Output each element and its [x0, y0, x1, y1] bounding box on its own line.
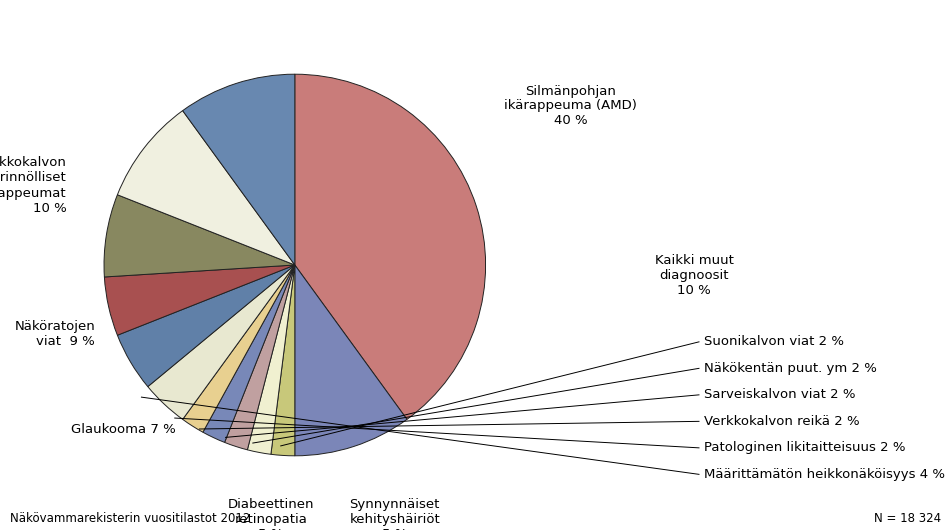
Wedge shape	[147, 265, 295, 419]
Wedge shape	[117, 111, 295, 265]
Text: Näköratojen
viat  9 %: Näköratojen viat 9 %	[14, 320, 95, 348]
Text: Määrittämätön heikkonäköisyys 4 %: Määrittämätön heikkonäköisyys 4 %	[704, 468, 944, 481]
Text: Glaukooma 7 %: Glaukooma 7 %	[71, 423, 176, 436]
Wedge shape	[183, 265, 295, 432]
Wedge shape	[105, 265, 295, 335]
Text: Näkökentän puut. ym 2 %: Näkökentän puut. ym 2 %	[704, 362, 877, 375]
Text: Silmänpohjan
ikärappeuma (AMD)
40 %: Silmänpohjan ikärappeuma (AMD) 40 %	[504, 84, 637, 128]
Wedge shape	[295, 74, 486, 419]
Wedge shape	[104, 195, 295, 277]
Text: Verkkokalvon
perinnölliset
rappeumat
10 %: Verkkokalvon perinnölliset rappeumat 10 …	[0, 156, 67, 215]
Wedge shape	[247, 265, 295, 454]
Text: Synnynnäiset
kehityshäiriöt
5 %: Synnynnäiset kehityshäiriöt 5 %	[349, 498, 440, 530]
Text: Kaikki muut
diagnoosit
10 %: Kaikki muut diagnoosit 10 %	[655, 254, 733, 297]
Text: Diabeettinen
retinopatia
5 %: Diabeettinen retinopatia 5 %	[228, 498, 314, 530]
Wedge shape	[271, 265, 295, 456]
Wedge shape	[117, 265, 295, 386]
Wedge shape	[183, 74, 295, 265]
Text: Patologinen likitaitteisuus 2 %: Patologinen likitaitteisuus 2 %	[704, 441, 905, 454]
Text: N = 18 324: N = 18 324	[874, 511, 941, 525]
Wedge shape	[295, 265, 407, 456]
Wedge shape	[203, 265, 295, 443]
Wedge shape	[224, 265, 295, 450]
Text: Sarveiskalvon viat 2 %: Sarveiskalvon viat 2 %	[704, 388, 855, 401]
Text: Näkövammarekisterin vuositilastot 2012: Näkövammarekisterin vuositilastot 2012	[10, 511, 250, 525]
Text: Verkkokalvon reikä 2 %: Verkkokalvon reikä 2 %	[704, 415, 860, 428]
Text: Suonikalvon viat 2 %: Suonikalvon viat 2 %	[704, 335, 844, 348]
